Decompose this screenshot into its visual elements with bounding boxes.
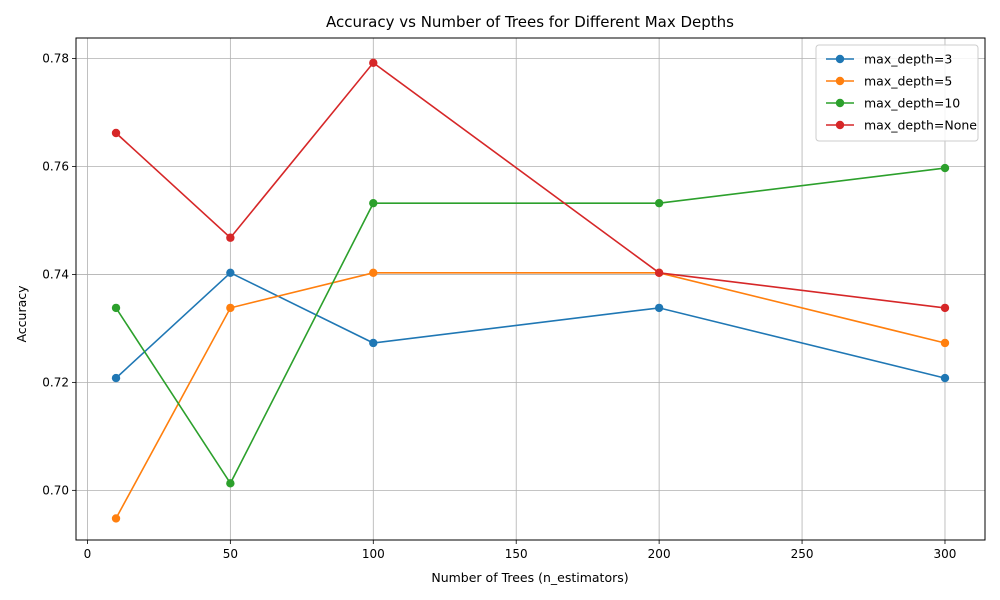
y-tick-label: 0.70	[42, 483, 69, 497]
y-tick-label: 0.78	[42, 52, 69, 66]
x-tick-label: 50	[223, 547, 238, 561]
x-tick-label: 100	[362, 547, 385, 561]
legend-label: max_depth=5	[864, 74, 952, 89]
x-tick-label: 300	[934, 547, 957, 561]
data-point	[654, 268, 664, 278]
legend-label: max_depth=10	[864, 96, 960, 111]
data-point	[369, 338, 378, 348]
data-point	[940, 303, 950, 313]
data-point	[226, 303, 235, 313]
x-tick-label: 200	[648, 547, 671, 561]
data-point	[226, 233, 235, 242]
y-tick-label: 0.74	[42, 267, 69, 281]
legend-marker	[835, 54, 845, 64]
legend-item: max_depth=None	[826, 118, 977, 133]
grid-lines	[76, 38, 985, 540]
data-point	[369, 198, 378, 208]
legend-marker	[835, 98, 845, 108]
legend-frame	[815, 44, 979, 142]
legend-marker	[835, 76, 845, 86]
x-axis-ticks: 0 50 100 150 200 250 300	[84, 540, 957, 561]
data-point	[940, 163, 950, 173]
legend-marker	[835, 120, 845, 130]
data-point	[226, 479, 235, 488]
x-axis-label: Number of Trees (n_estimators)	[431, 570, 628, 585]
y-axis-label: Accuracy	[14, 285, 29, 343]
series-layer	[111, 58, 950, 523]
legend-label: max_depth=3	[864, 52, 952, 67]
series-max-depth-10	[111, 163, 950, 488]
data-point	[654, 303, 664, 313]
data-point	[369, 58, 378, 68]
legend-item: max_depth=10	[826, 96, 960, 111]
legend-label: max_depth=None	[864, 118, 977, 133]
y-axis-ticks: 0.70 0.72 0.74 0.76 0.78	[42, 52, 76, 497]
legend-item: max_depth=3	[826, 52, 952, 67]
plot-frame	[75, 37, 986, 541]
x-tick-label: 0	[84, 547, 92, 561]
data-point	[940, 373, 950, 383]
data-point	[654, 198, 664, 208]
data-point	[940, 338, 950, 348]
y-tick-label: 0.72	[42, 375, 69, 389]
data-point	[111, 373, 121, 383]
legend-item: max_depth=5	[826, 74, 952, 89]
x-tick-label: 250	[791, 547, 814, 561]
data-point	[111, 128, 121, 138]
legend: max_depth=3 max_depth=5 max_depth=10 max_de…	[815, 44, 979, 142]
chart-title: Accuracy vs Number of Trees for Differen…	[326, 13, 734, 31]
data-point	[369, 268, 378, 278]
x-tick-label: 150	[505, 547, 528, 561]
series-max-depth-none	[111, 58, 950, 313]
data-point	[226, 268, 235, 278]
series-max-depth-3	[111, 268, 950, 383]
data-point	[111, 303, 121, 313]
data-point	[111, 514, 121, 523]
y-tick-label: 0.76	[42, 159, 69, 173]
